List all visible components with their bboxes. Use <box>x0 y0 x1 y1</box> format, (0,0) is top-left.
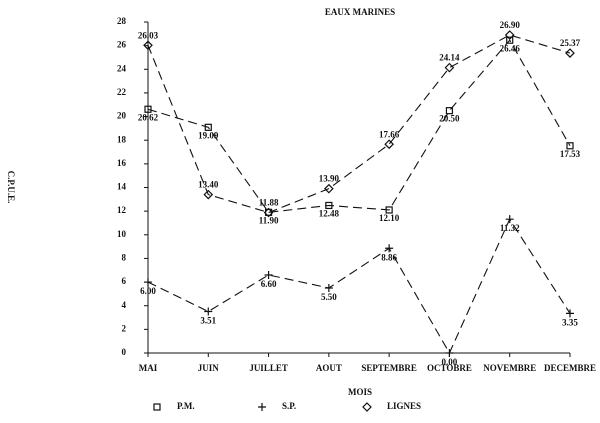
x-tick-label: JUIN <box>198 363 220 373</box>
marker <box>203 189 214 200</box>
marker <box>258 403 266 411</box>
x-tick-label: NOVEMBRE <box>483 363 536 373</box>
value-label: 11.32 <box>500 223 520 233</box>
y-tick-label: 8 <box>122 252 127 262</box>
value-label: 11.88 <box>259 198 279 208</box>
marker <box>385 244 394 253</box>
y-tick-label: 26 <box>117 40 127 50</box>
y-axis-label: C.P.U.E. <box>6 171 16 204</box>
marker <box>384 139 394 150</box>
marker <box>325 201 333 210</box>
chart-title: EAUX MARINES <box>325 7 395 17</box>
x-tick-label: JUILLET <box>249 363 288 373</box>
series-line <box>147 39 571 213</box>
legend-label: LIGNES <box>387 401 421 411</box>
marker <box>566 142 574 150</box>
legend-label: S.P. <box>282 401 296 411</box>
marker <box>444 62 455 73</box>
y-tick-label: 14 <box>117 182 127 192</box>
value-label: 24.14 <box>439 53 460 63</box>
marker <box>505 215 514 224</box>
x-tick-label: AOUT <box>316 363 342 373</box>
marker <box>506 36 514 44</box>
marker <box>153 403 161 411</box>
y-tick-label: 18 <box>117 134 127 144</box>
value-label: 20.62 <box>138 112 159 122</box>
marker <box>263 207 274 218</box>
marker <box>445 107 454 115</box>
y-tick-label: 6 <box>122 276 127 286</box>
value-label: 3.51 <box>200 316 216 326</box>
value-label: 26.46 <box>500 43 521 53</box>
marker <box>204 307 213 316</box>
y-tick-label: 4 <box>122 300 127 310</box>
y-tick-label: 24 <box>117 63 127 73</box>
marker <box>445 349 454 357</box>
series-line <box>147 34 571 214</box>
x-tick-label: OCTOBRE <box>427 363 472 373</box>
value-label: 5.50 <box>321 292 337 302</box>
y-tick-label: 22 <box>117 87 127 97</box>
x-tick-label: DECEMBRE <box>544 363 596 373</box>
value-label: 6.00 <box>140 286 156 296</box>
value-label: 13.90 <box>319 174 340 184</box>
value-label: 12.10 <box>379 213 400 223</box>
marker <box>565 48 575 58</box>
y-tick-label: 12 <box>117 205 127 215</box>
y-tick-label: 10 <box>117 229 127 239</box>
value-label: 0.00 <box>442 357 458 367</box>
y-tick-label: 2 <box>122 323 127 333</box>
value-label: 19.09 <box>198 130 219 140</box>
value-label: 17.66 <box>379 129 400 139</box>
value-label: 13.40 <box>198 180 219 190</box>
x-tick-label: MAI <box>139 363 158 373</box>
value-label: 26.90 <box>500 20 521 30</box>
value-label: 25.37 <box>560 38 581 48</box>
x-axis-label: MOIS <box>348 387 372 397</box>
y-tick-label: 16 <box>117 158 127 168</box>
marker <box>144 278 152 287</box>
legend-label: P.M. <box>177 401 195 411</box>
value-label: 17.53 <box>560 149 581 159</box>
marker <box>504 30 515 40</box>
x-tick-label: SEPTEMBRE <box>361 363 417 373</box>
value-label: 11.90 <box>259 215 279 225</box>
y-tick-label: 28 <box>117 16 127 26</box>
marker <box>204 123 212 131</box>
value-label: 26.03 <box>138 30 159 40</box>
marker <box>324 183 334 194</box>
value-label: 12.48 <box>319 209 340 219</box>
marker <box>144 105 152 113</box>
marker <box>385 206 393 214</box>
marker <box>264 270 273 279</box>
marker <box>143 40 153 51</box>
value-label: 20.50 <box>439 114 460 124</box>
value-label: 8.86 <box>381 252 397 262</box>
marker <box>362 402 372 412</box>
y-tick-label: 20 <box>117 111 127 121</box>
marker <box>324 283 333 292</box>
marker <box>566 309 574 318</box>
y-tick-label: 0 <box>122 347 127 357</box>
value-label: 6.60 <box>261 279 277 289</box>
value-label: 3.35 <box>562 317 578 327</box>
series-line <box>147 218 571 355</box>
